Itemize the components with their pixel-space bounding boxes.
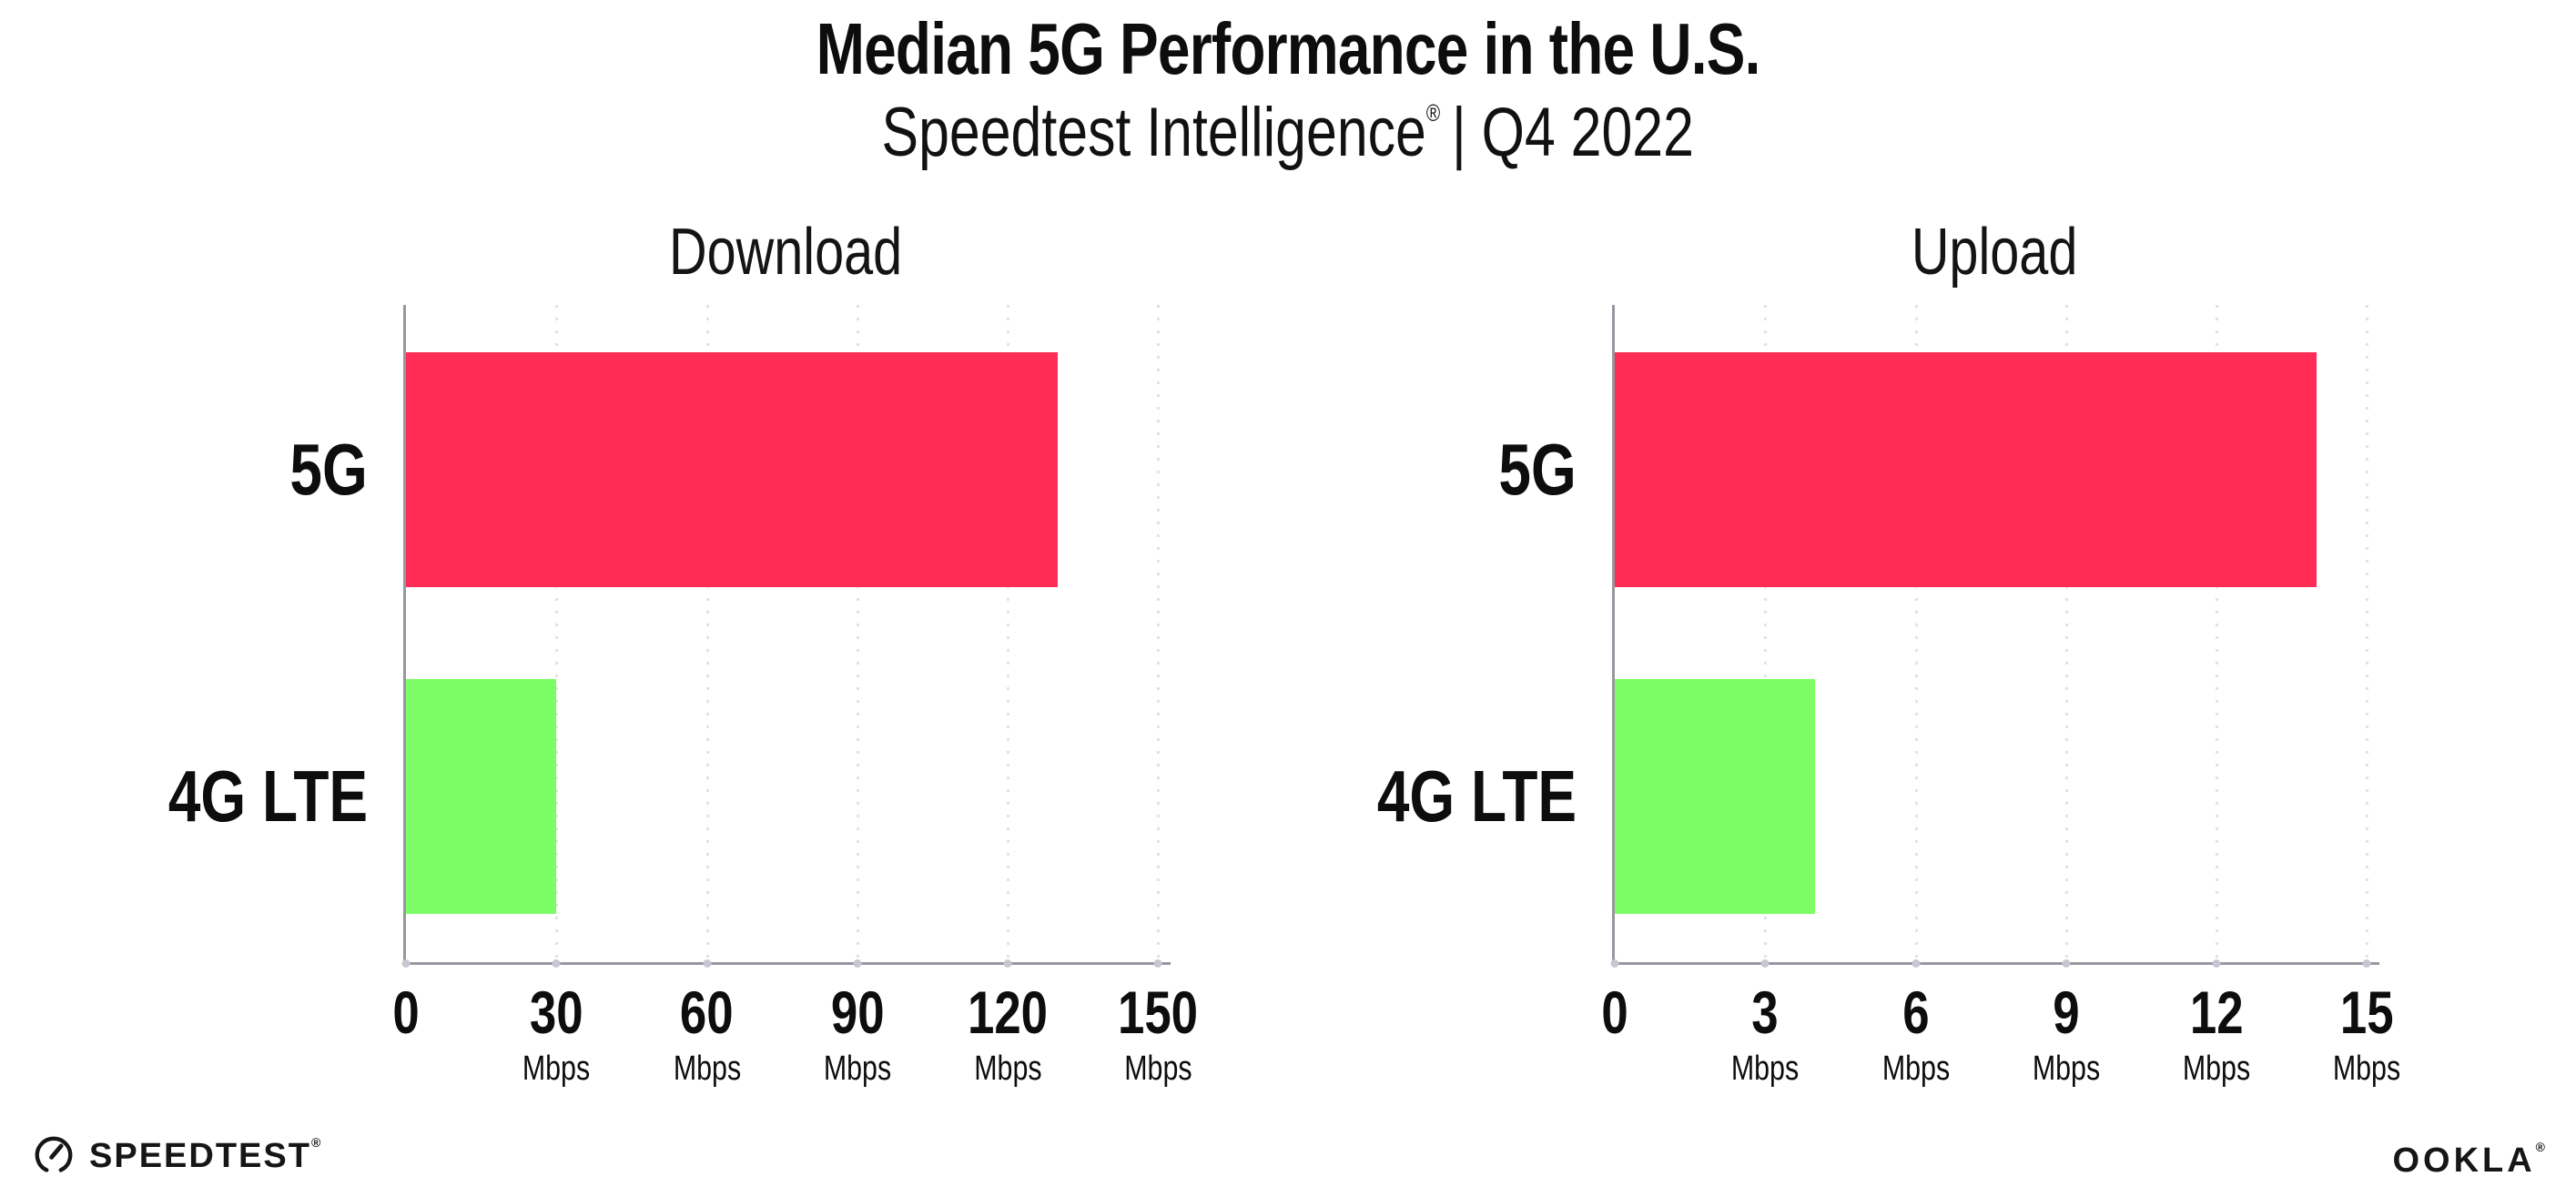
gridline bbox=[2216, 305, 2219, 962]
category-label-4g-lte: 4G LTE bbox=[1376, 756, 1577, 837]
axis-tick-dot bbox=[552, 959, 561, 968]
gridline bbox=[1157, 305, 1161, 962]
x-tick-3: 3 Mbps bbox=[1731, 979, 1800, 1088]
registered-mark: ® bbox=[310, 1134, 321, 1150]
axis-tick-dot bbox=[1760, 959, 1770, 968]
gridline bbox=[1007, 305, 1010, 962]
bar-4g-lte-upload bbox=[1615, 679, 1816, 914]
axis-tick-dot bbox=[401, 959, 411, 968]
gridline bbox=[1764, 305, 1768, 962]
gridline bbox=[2064, 305, 2068, 962]
axis-tick-dot bbox=[2212, 959, 2221, 968]
upload-chart-plot: 5G 4G LTE 0 3 Mbps 6 Mbps 9 Mbps 12 Mbps bbox=[1377, 305, 2401, 1086]
x-tick-30: 30 Mbps bbox=[522, 979, 591, 1088]
category-label-5g: 5G bbox=[1498, 429, 1577, 510]
x-tick-9: 9 Mbps bbox=[2032, 979, 2101, 1088]
gridline bbox=[1914, 305, 1918, 962]
category-label-4g-lte: 4G LTE bbox=[167, 756, 368, 837]
axis-tick-dot bbox=[1003, 959, 1012, 968]
x-tick-0: 0 bbox=[392, 979, 420, 1046]
speedtest-gauge-icon bbox=[35, 1136, 73, 1172]
subtitle-period: | Q4 2022 bbox=[1452, 94, 1695, 171]
download-chart-title: Download bbox=[668, 216, 903, 289]
gridline bbox=[2366, 305, 2369, 962]
x-tick-60: 60 Mbps bbox=[673, 979, 741, 1088]
ookla-wordmark: OOKLA bbox=[2392, 1141, 2536, 1180]
category-label-5g: 5G bbox=[289, 429, 368, 510]
x-tick-12: 12 Mbps bbox=[2182, 979, 2251, 1088]
axis-tick-dot bbox=[1153, 959, 1162, 968]
download-chart-plot: 5G 4G LTE 0 30 Mbps 60 Mbps 90 Mbps 120 … bbox=[168, 305, 1199, 1086]
x-tick-90: 90 Mbps bbox=[823, 979, 892, 1088]
ookla-logo: OOKLA® bbox=[2392, 1140, 2545, 1181]
upload-chart-title: Upload bbox=[1911, 216, 2078, 289]
axis-tick-dot bbox=[853, 959, 862, 968]
page-subtitle: Speedtest Intelligence® | Q4 2022 bbox=[0, 93, 2576, 172]
axis-tick-dot bbox=[1610, 959, 1619, 968]
axis-tick-dot bbox=[1912, 959, 1921, 968]
registered-mark: ® bbox=[1426, 99, 1441, 127]
x-tick-120: 120 Mbps bbox=[968, 979, 1049, 1088]
gridline bbox=[856, 305, 859, 962]
gridline bbox=[705, 305, 709, 962]
bar-4g-lte-download bbox=[406, 679, 557, 914]
registered-mark: ® bbox=[2535, 1140, 2545, 1154]
x-tick-150: 150 Mbps bbox=[1118, 979, 1199, 1088]
subtitle-product: Speedtest Intelligence bbox=[881, 94, 1427, 171]
x-tick-0: 0 bbox=[1601, 979, 1628, 1046]
axis-tick-dot bbox=[2062, 959, 2071, 968]
page-title-text: Median 5G Performance in the U.S. bbox=[816, 8, 1761, 89]
x-tick-15: 15 Mbps bbox=[2333, 979, 2401, 1088]
axis-tick-dot bbox=[703, 959, 712, 968]
axis-tick-dot bbox=[2362, 959, 2371, 968]
speedtest-logo: SPEEDTEST® bbox=[33, 1134, 320, 1176]
bar-5g-upload bbox=[1615, 352, 2317, 587]
gridline bbox=[555, 305, 559, 962]
bar-5g-download bbox=[406, 352, 1059, 587]
speedtest-wordmark: SPEEDTEST® bbox=[89, 1134, 321, 1175]
x-tick-6: 6 Mbps bbox=[1881, 979, 1950, 1088]
page-title: Median 5G Performance in the U.S. bbox=[0, 7, 2576, 91]
